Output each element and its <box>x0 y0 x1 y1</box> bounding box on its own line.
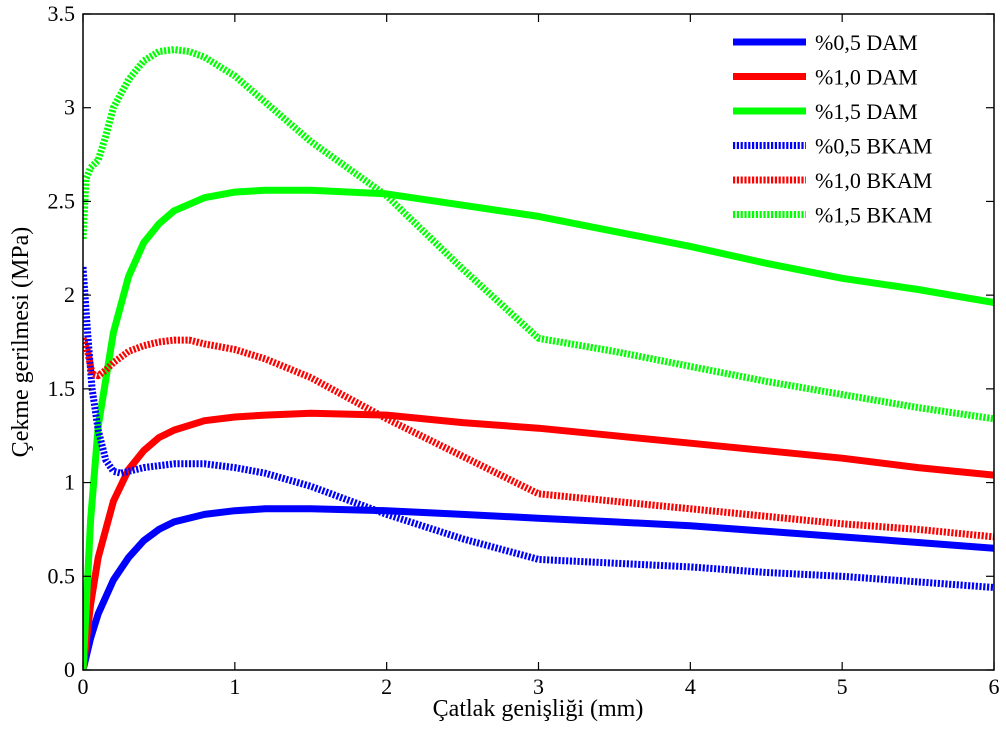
y-tick-label: 2.5 <box>48 188 76 213</box>
legend-label-1: %1,0 DAM <box>815 65 918 90</box>
legend-label-3: %0,5 BKAM <box>815 134 932 159</box>
legend-label-5: %1,5 BKAM <box>815 203 932 228</box>
x-tick-label: 3 <box>533 674 544 699</box>
series-line-0 <box>83 505 994 670</box>
legend-label-0: %0,5 DAM <box>815 30 918 55</box>
series-line-5 <box>83 46 994 423</box>
x-axis-label: Çatlak genişliği (mm) <box>433 696 644 722</box>
series-line-4 <box>83 336 994 541</box>
y-tick-label: 0.5 <box>48 563 76 588</box>
x-tick-label: 0 <box>78 674 89 699</box>
y-tick-label: 2 <box>64 282 75 307</box>
series-layer <box>83 46 994 670</box>
x-tick-label: 4 <box>685 674 696 699</box>
y-tick-label: 1 <box>64 470 75 495</box>
legend-label-2: %1,5 DAM <box>815 99 918 124</box>
y-tick-label: 3 <box>64 95 75 120</box>
axis-ticks: 0 1 2 3 4 5 6 0 0.5 1 1.5 2 2.5 3 3.5 <box>48 1 1000 699</box>
series-line-2 <box>83 186 994 670</box>
y-axis-label: Çekme gerilmesi (MPa) <box>8 227 34 458</box>
x-tick-label: 1 <box>229 674 240 699</box>
x-tick-label: 5 <box>837 674 848 699</box>
series-line-1 <box>83 409 994 670</box>
legend: %0,5 DAM %1,0 DAM %1,5 DAM %0,5 BKAM %1,0 BK… <box>733 30 932 228</box>
legend-label-4: %1,0 BKAM <box>815 168 932 193</box>
y-tick-label: 3.5 <box>48 1 76 26</box>
x-tick-label: 2 <box>381 674 392 699</box>
x-tick-label: 6 <box>989 674 1000 699</box>
series-line-3 <box>83 266 994 591</box>
y-tick-label: 0 <box>64 657 75 682</box>
y-tick-label: 1.5 <box>48 376 76 401</box>
